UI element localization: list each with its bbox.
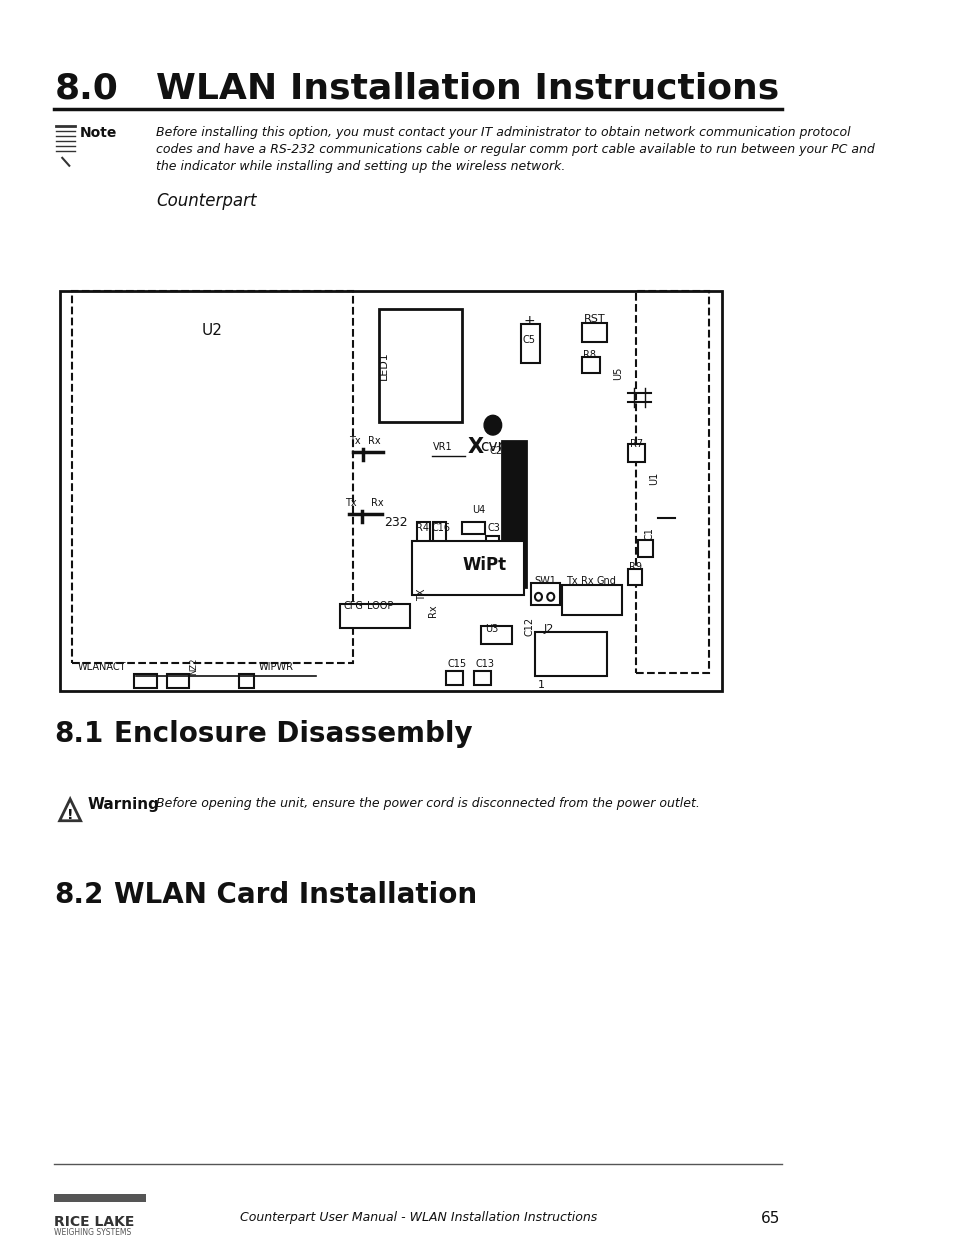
Bar bbox=[412, 541, 523, 595]
Text: Tx: Tx bbox=[344, 498, 355, 508]
Text: Rx: Rx bbox=[371, 498, 383, 508]
Text: J2: J2 bbox=[543, 625, 554, 635]
Bar bbox=[461, 522, 484, 534]
Text: 8.0: 8.0 bbox=[54, 72, 118, 105]
Text: C12: C12 bbox=[524, 618, 534, 636]
Text: the indicator while installing and setting up the wireless network.: the indicator while installing and setti… bbox=[156, 159, 565, 173]
Bar bbox=[416, 522, 429, 543]
Bar bbox=[520, 324, 539, 363]
Text: WiPt: WiPt bbox=[461, 556, 506, 574]
Text: R4: R4 bbox=[416, 522, 428, 532]
Bar bbox=[167, 674, 190, 688]
Text: U2: U2 bbox=[202, 322, 222, 337]
Text: R7: R7 bbox=[629, 438, 642, 448]
Bar bbox=[433, 522, 446, 543]
Text: WLAN Card Installation: WLAN Card Installation bbox=[114, 881, 476, 909]
Text: C1: C1 bbox=[644, 527, 654, 540]
Text: Counterpart User Manual - WLAN Installation Instructions: Counterpart User Manual - WLAN Installat… bbox=[239, 1212, 597, 1224]
Bar bbox=[54, 1194, 147, 1202]
Text: Before installing this option, you must contact your IT administrator to obtain : Before installing this option, you must … bbox=[156, 126, 850, 140]
Text: WLAN Installation Instructions: WLAN Installation Instructions bbox=[156, 72, 779, 105]
Circle shape bbox=[535, 593, 541, 600]
Text: C13: C13 bbox=[475, 658, 494, 669]
Circle shape bbox=[483, 415, 501, 435]
Text: VR1: VR1 bbox=[433, 442, 453, 452]
Text: Enclosure Disassembly: Enclosure Disassembly bbox=[114, 720, 472, 748]
Bar bbox=[340, 604, 410, 629]
Bar bbox=[627, 443, 645, 462]
Text: Rx: Rx bbox=[580, 576, 594, 585]
Bar bbox=[501, 441, 526, 587]
Text: LED1: LED1 bbox=[378, 351, 389, 380]
Text: Rx: Rx bbox=[368, 436, 380, 446]
Text: +: + bbox=[523, 314, 535, 327]
Bar bbox=[485, 536, 498, 553]
Text: RICE LAKE: RICE LAKE bbox=[54, 1215, 134, 1229]
Text: SW1: SW1 bbox=[534, 576, 556, 585]
Text: NZ2: NZ2 bbox=[190, 657, 198, 674]
Text: 1: 1 bbox=[537, 679, 544, 689]
Bar bbox=[635, 291, 708, 673]
Text: U5: U5 bbox=[613, 367, 622, 380]
Text: 65: 65 bbox=[760, 1212, 780, 1226]
Text: C2: C2 bbox=[489, 446, 502, 456]
Polygon shape bbox=[60, 799, 81, 821]
Bar bbox=[378, 309, 461, 422]
Text: U4: U4 bbox=[472, 505, 484, 515]
Text: TX: TX bbox=[417, 588, 427, 600]
Text: Note: Note bbox=[80, 126, 117, 141]
Bar bbox=[238, 674, 254, 688]
Text: C15: C15 bbox=[447, 658, 466, 669]
Bar bbox=[531, 583, 558, 605]
Text: WEIGHING SYSTEMS: WEIGHING SYSTEMS bbox=[54, 1228, 132, 1235]
Text: 8.2: 8.2 bbox=[54, 881, 104, 909]
Bar bbox=[71, 291, 353, 663]
Text: X: X bbox=[467, 437, 483, 457]
Text: Counterpart: Counterpart bbox=[156, 193, 256, 210]
Text: WLANACT: WLANACT bbox=[77, 662, 126, 672]
Bar bbox=[561, 585, 621, 615]
Bar bbox=[480, 626, 512, 645]
Text: R9: R9 bbox=[628, 562, 641, 572]
Text: Tx: Tx bbox=[565, 576, 577, 585]
Text: Tx: Tx bbox=[349, 436, 360, 446]
Text: !: ! bbox=[67, 808, 73, 821]
Text: Rx: Rx bbox=[428, 604, 437, 616]
Text: Warning: Warning bbox=[88, 797, 159, 813]
Text: WIPWR: WIPWR bbox=[258, 662, 294, 672]
Text: CFG: CFG bbox=[343, 600, 363, 610]
Bar bbox=[535, 632, 606, 676]
Bar bbox=[637, 540, 653, 557]
Text: 232: 232 bbox=[384, 516, 407, 529]
Text: U1: U1 bbox=[648, 472, 659, 485]
Bar bbox=[473, 671, 491, 684]
Text: codes and have a RS-232 communications cable or regular comm port cable availabl: codes and have a RS-232 communications c… bbox=[156, 143, 874, 156]
Circle shape bbox=[547, 593, 554, 600]
Bar bbox=[581, 322, 606, 342]
Text: Before opening the unit, ensure the power cord is disconnected from the power ou: Before opening the unit, ensure the powe… bbox=[156, 797, 700, 810]
Text: Gnd: Gnd bbox=[596, 576, 616, 585]
Text: C3: C3 bbox=[487, 522, 500, 532]
Text: LOOP: LOOP bbox=[366, 600, 393, 610]
Bar bbox=[627, 569, 641, 585]
Bar bbox=[134, 674, 157, 688]
Bar bbox=[445, 671, 462, 684]
Text: 8.1: 8.1 bbox=[54, 720, 104, 748]
Text: C16: C16 bbox=[431, 522, 450, 532]
Bar bbox=[581, 357, 599, 373]
Text: U3: U3 bbox=[484, 625, 497, 635]
Text: RST: RST bbox=[583, 314, 605, 324]
Text: R8: R8 bbox=[582, 350, 596, 361]
Text: C5: C5 bbox=[522, 335, 536, 346]
Text: cvr: cvr bbox=[480, 440, 504, 454]
Bar bbox=[60, 291, 721, 690]
